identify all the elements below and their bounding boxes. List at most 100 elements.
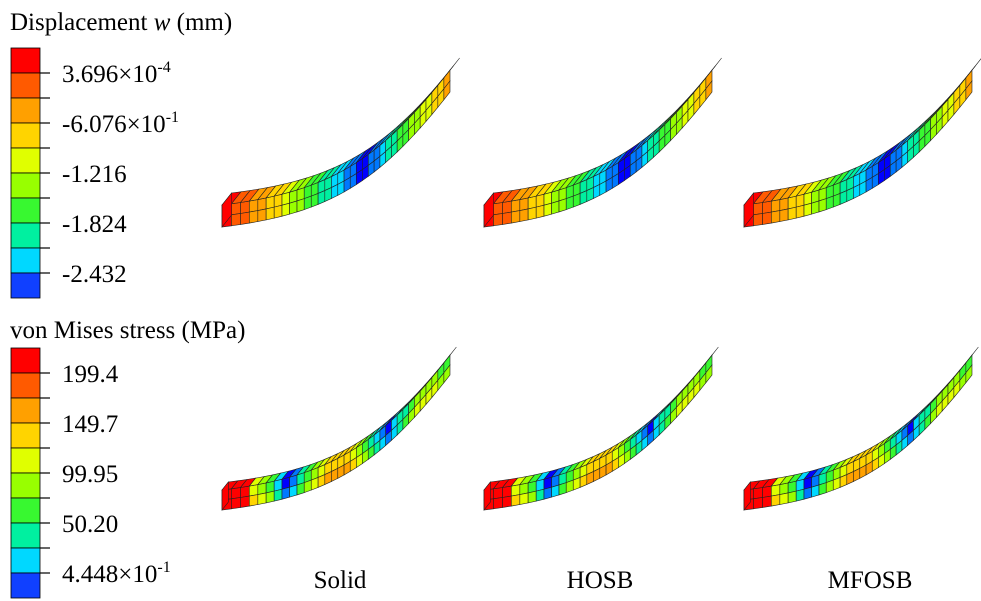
beam-face — [572, 192, 581, 208]
beam-face — [281, 202, 290, 217]
beam — [221, 57, 460, 228]
beam-face — [535, 204, 545, 219]
column-label: Solid — [314, 567, 367, 594]
beam-face — [240, 200, 250, 214]
colorbar-band — [10, 547, 41, 574]
beam-face — [762, 211, 772, 225]
beam-face — [257, 208, 267, 222]
beam-face — [510, 199, 521, 213]
beam-face — [558, 198, 567, 213]
beam-face — [811, 200, 820, 215]
colorbar-label: 99.95 — [62, 461, 118, 488]
beam-face — [248, 199, 259, 213]
label-base: 99.95 — [62, 461, 118, 488]
beam-top — [705, 57, 722, 78]
colorbar-band — [10, 47, 41, 74]
beam-face — [753, 202, 763, 216]
column-label: HOSB — [567, 567, 634, 594]
beam-face — [510, 484, 521, 497]
colorbar-label: 149.7 — [62, 411, 118, 438]
colorbar-label: 4.448×10-1 — [62, 559, 171, 588]
beam-face — [565, 195, 574, 211]
colorbar-band — [10, 272, 41, 299]
beam-face — [527, 490, 537, 504]
beam-face — [296, 482, 305, 496]
beam-face — [795, 488, 805, 502]
colorbar-label: 3.696×10-4 — [62, 59, 171, 88]
beam-end — [743, 481, 751, 511]
beam-face — [770, 210, 781, 224]
beam-face — [231, 487, 241, 500]
beam-face — [770, 199, 781, 213]
beam-face — [265, 195, 275, 210]
beam-face — [493, 213, 503, 227]
colorbar-band — [10, 122, 41, 149]
beam-face — [248, 494, 259, 507]
beam-face — [551, 484, 560, 498]
beam-face — [527, 206, 537, 221]
beam-face — [965, 364, 973, 384]
label-base: 3.696×10 — [62, 61, 157, 88]
label-exponent: -1 — [166, 109, 179, 126]
beam-face — [519, 197, 529, 211]
beam-face — [543, 202, 552, 217]
beam-face — [770, 494, 781, 507]
beam — [743, 58, 981, 228]
beam-face — [240, 485, 250, 498]
beam-face — [779, 197, 789, 211]
beam-face — [443, 364, 451, 384]
beam-face — [273, 193, 283, 208]
beam-face — [825, 479, 834, 494]
beam-face — [257, 197, 267, 211]
beam-face — [248, 484, 259, 497]
beam-top — [965, 346, 979, 363]
beam-face — [519, 492, 529, 505]
beam-face — [231, 202, 241, 216]
label-exponent: -1 — [157, 559, 170, 576]
beam — [483, 346, 719, 511]
beam-face — [795, 204, 805, 219]
beam-face — [265, 490, 275, 504]
colorbar-band — [10, 422, 41, 449]
beam-face — [825, 195, 834, 211]
label-base: -1.216 — [62, 161, 127, 188]
beam-face — [762, 485, 772, 498]
beam-face — [231, 497, 241, 510]
beam-face — [779, 482, 789, 495]
beam-face — [257, 492, 267, 505]
label-base: 4.448×10 — [62, 561, 157, 588]
colorbar-band — [10, 447, 41, 474]
beam-face — [558, 482, 567, 496]
colorbar-label: -1.216 — [62, 161, 127, 188]
beam-face — [502, 495, 512, 508]
colorbar-label: -2.432 — [62, 261, 127, 288]
beam-face — [519, 208, 529, 222]
colorbar-band — [10, 347, 41, 374]
colorbar-label: -1.824 — [62, 211, 127, 238]
column-label: MFOSB — [828, 567, 913, 594]
label-base: -1.824 — [62, 211, 127, 238]
beam-face — [443, 80, 451, 101]
beam-face — [551, 200, 560, 215]
colorbar-band — [10, 247, 41, 274]
beam-face — [296, 198, 305, 213]
beam-face — [832, 192, 841, 208]
beam-face — [753, 497, 763, 510]
colorbar-band — [10, 522, 41, 549]
beam-face — [787, 195, 797, 210]
beam — [743, 346, 979, 511]
beam-face — [281, 486, 290, 500]
label-base: -2.432 — [62, 261, 127, 288]
beam-face — [965, 80, 973, 101]
beam-face — [543, 486, 552, 500]
colorbar-band — [10, 472, 41, 499]
beam-face — [493, 497, 503, 510]
beam-top — [443, 346, 457, 363]
beam-face — [519, 482, 529, 495]
beam-top — [965, 58, 981, 78]
beam-face — [303, 479, 312, 494]
label-exponent: -4 — [157, 59, 170, 76]
beam-face — [818, 198, 827, 213]
beam-face — [705, 364, 713, 384]
legend-title: von Mises stress (MPa) — [10, 317, 245, 344]
